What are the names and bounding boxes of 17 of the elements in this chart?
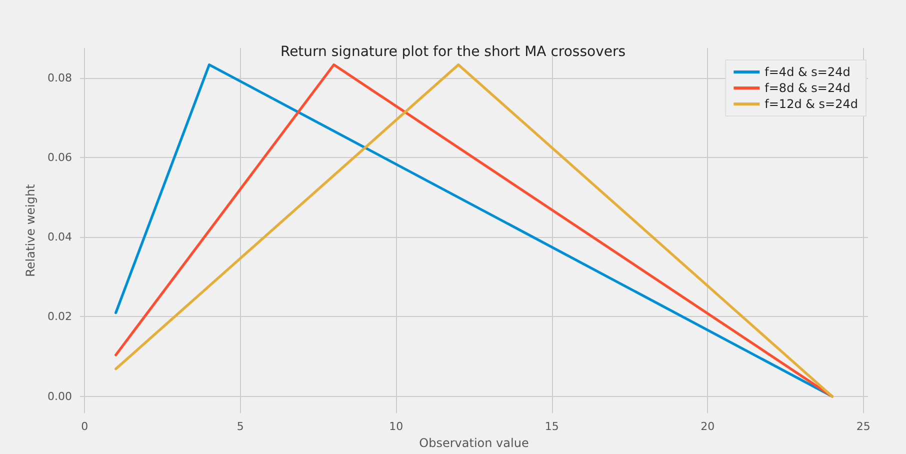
x-axis-title: Observation value	[419, 436, 529, 450]
y-tick-label: 0.02	[48, 310, 72, 324]
x-tick-label: 5	[236, 420, 244, 434]
x-tick-label: 0	[81, 420, 88, 434]
legend-label: f=12d & s=24d	[764, 97, 858, 111]
y-axis-title: Relative weight	[24, 184, 38, 277]
y-tick-label: 0.08	[48, 71, 72, 84]
chart-title: Return signature plot for the short MA crossovers	[280, 44, 626, 60]
x-tick-label: 25	[856, 420, 870, 434]
legend-label: f=4d & s=24d	[764, 65, 850, 79]
x-tick-label: 10	[389, 420, 404, 434]
x-tick-label: 15	[544, 420, 559, 434]
y-tick-label: 0.06	[48, 150, 72, 164]
y-tick-label: 0.00	[48, 390, 72, 403]
legend-label: f=8d & s=24d	[764, 81, 850, 95]
x-tick-label: 20	[700, 420, 715, 434]
y-tick-label: 0.04	[48, 230, 72, 244]
